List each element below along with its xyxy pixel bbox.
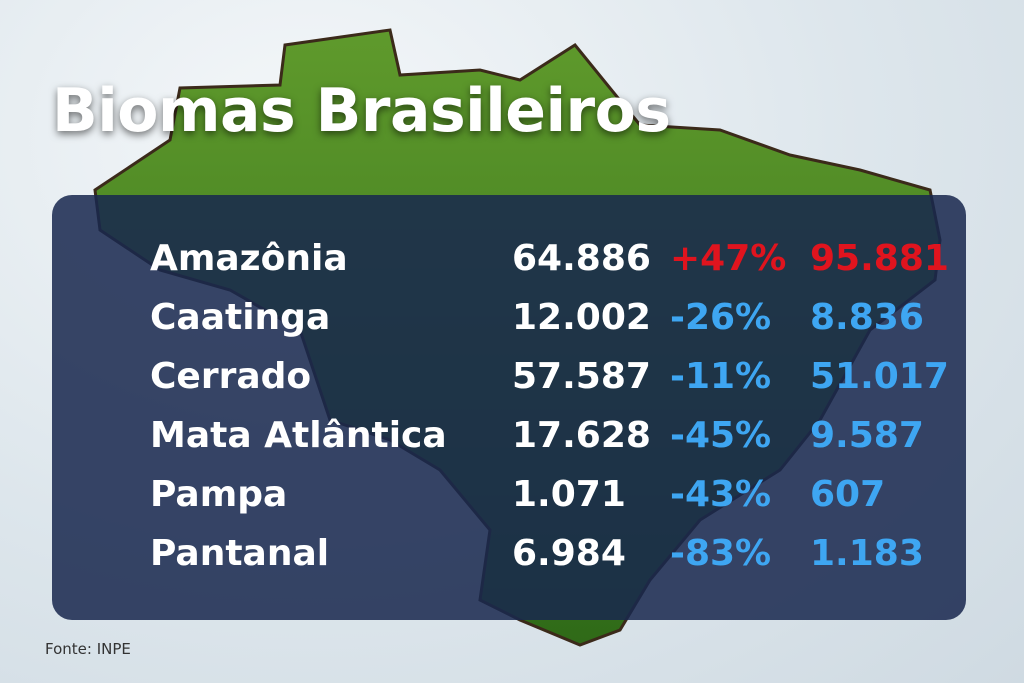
value-before: 1.071 bbox=[512, 474, 626, 515]
change-percent: -26% bbox=[670, 297, 772, 338]
change-percent: -43% bbox=[670, 474, 772, 515]
table-row: Amazônia 64.886 +47% 95.881 bbox=[52, 231, 966, 287]
table-row: Pantanal 6.984 -83% 1.183 bbox=[52, 526, 966, 582]
change-percent: -83% bbox=[670, 533, 772, 574]
value-after: 8.836 bbox=[810, 297, 924, 338]
value-after: 9.587 bbox=[810, 415, 924, 456]
title: Biomas Brasileiros bbox=[52, 76, 671, 146]
biome-name: Pampa bbox=[150, 474, 288, 515]
source: Fonte: INPE bbox=[45, 640, 131, 658]
value-before: 64.886 bbox=[512, 238, 651, 279]
change-percent: +47% bbox=[670, 238, 787, 279]
change-percent: -11% bbox=[670, 356, 772, 397]
table-row: Pampa 1.071 -43% 607 bbox=[52, 467, 966, 523]
biome-name: Pantanal bbox=[150, 533, 330, 574]
value-before: 57.587 bbox=[512, 356, 651, 397]
value-before: 6.984 bbox=[512, 533, 626, 574]
biome-name: Mata Atlântica bbox=[150, 415, 447, 456]
value-before: 17.628 bbox=[512, 415, 651, 456]
table-panel: Amazônia 64.886 +47% 95.881 Caatinga 12.002 -2… bbox=[52, 195, 966, 620]
value-after: 51.017 bbox=[810, 356, 949, 397]
value-after: 607 bbox=[810, 474, 886, 515]
value-before: 12.002 bbox=[512, 297, 651, 338]
biome-name: Amazônia bbox=[150, 238, 348, 279]
table-row: Caatinga 12.002 -26% 8.836 bbox=[52, 290, 966, 346]
value-after: 1.183 bbox=[810, 533, 924, 574]
biome-name: Caatinga bbox=[150, 297, 331, 338]
table-row: Mata Atlântica 17.628 -45% 9.587 bbox=[52, 408, 966, 464]
table-row: Cerrado 57.587 -11% 51.017 bbox=[52, 349, 966, 405]
change-percent: -45% bbox=[670, 415, 772, 456]
biome-name: Cerrado bbox=[150, 356, 312, 397]
value-after: 95.881 bbox=[810, 238, 949, 279]
